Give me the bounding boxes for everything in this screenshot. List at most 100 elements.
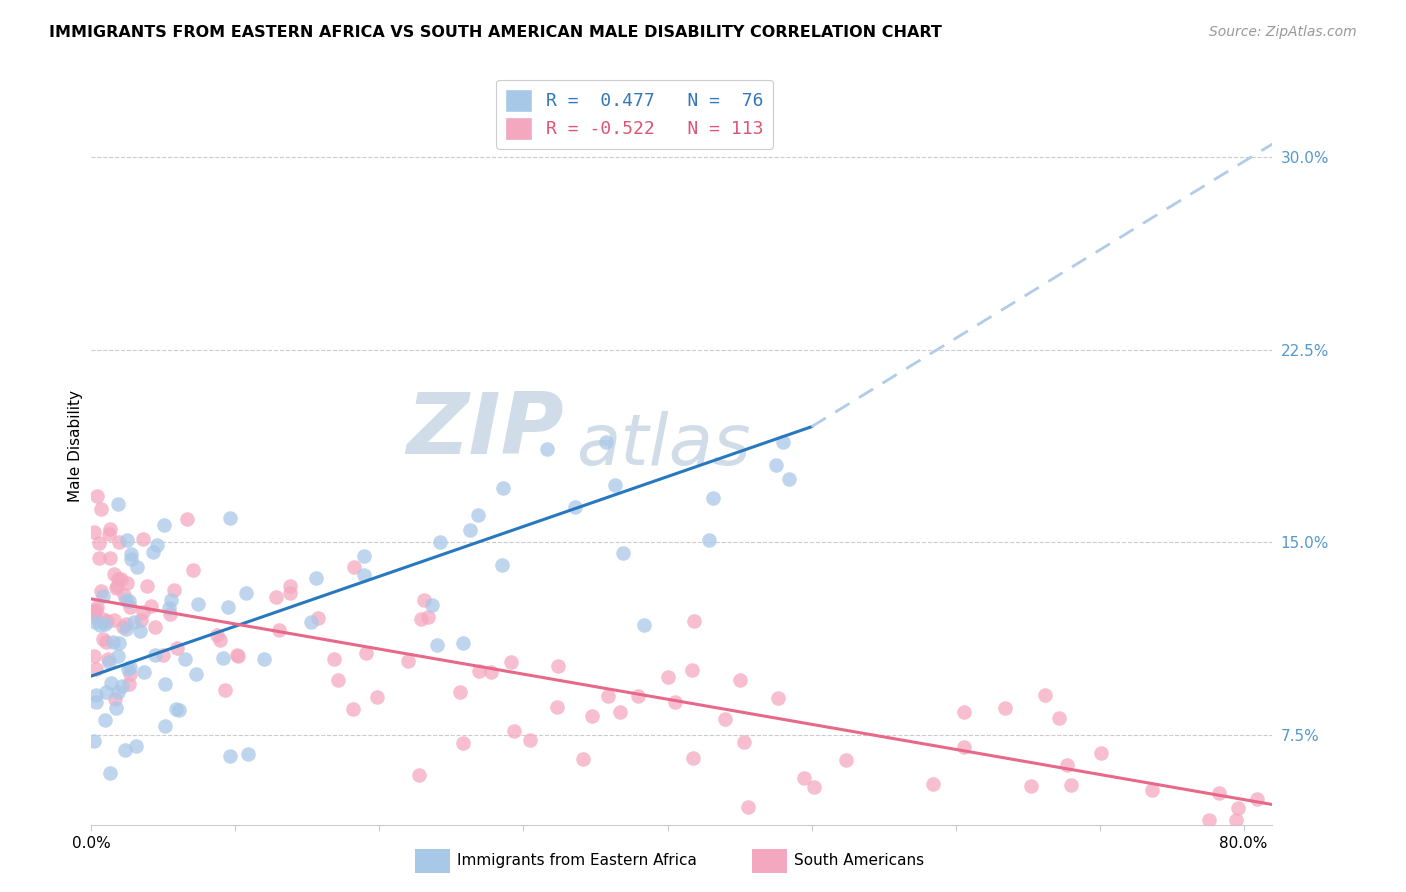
Point — [107, 684, 129, 698]
Point — [1227, 800, 1250, 814]
Point — [107, 578, 129, 592]
FancyBboxPatch shape — [415, 849, 450, 873]
Point — [451, 736, 474, 750]
Point — [342, 560, 364, 574]
Point — [353, 568, 375, 582]
Point — [108, 635, 131, 649]
Point — [733, 735, 755, 749]
Point — [226, 648, 249, 662]
Point — [115, 622, 138, 636]
Text: IMMIGRANTS FROM EASTERN AFRICA VS SOUTH AMERICAN MALE DISABILITY CORRELATION CHA: IMMIGRANTS FROM EASTERN AFRICA VS SOUTH … — [49, 25, 942, 40]
Point — [83, 649, 105, 664]
Point — [737, 800, 759, 814]
Point — [366, 690, 388, 705]
Point — [1090, 747, 1112, 761]
Point — [94, 635, 117, 649]
Point — [112, 588, 135, 602]
Point — [633, 618, 655, 632]
Point — [84, 603, 107, 617]
Point — [127, 559, 149, 574]
Point — [110, 572, 132, 586]
Point — [450, 685, 472, 699]
Point — [953, 705, 976, 719]
Point — [214, 683, 236, 698]
Point — [132, 605, 155, 619]
Point — [135, 579, 157, 593]
Point — [159, 607, 181, 621]
Point — [420, 598, 443, 612]
Point — [952, 739, 974, 754]
Point — [426, 638, 449, 652]
Point — [226, 648, 249, 663]
Point — [396, 654, 419, 668]
Point — [253, 652, 276, 666]
Point — [681, 663, 703, 677]
Point — [84, 662, 107, 676]
Point — [697, 533, 720, 547]
Point — [714, 712, 737, 726]
Point — [129, 624, 152, 638]
Point — [122, 615, 145, 629]
Point — [129, 613, 152, 627]
Legend: R =  0.477   N =  76, R = -0.522   N = 113: R = 0.477 N = 76, R = -0.522 N = 113 — [496, 79, 773, 148]
Point — [120, 551, 142, 566]
Point — [83, 610, 105, 624]
Point — [994, 701, 1017, 715]
Point — [181, 563, 204, 577]
Point — [429, 535, 451, 549]
Point — [1142, 783, 1164, 797]
Point — [143, 620, 166, 634]
Point — [627, 689, 650, 703]
Point — [125, 739, 148, 753]
Point — [91, 632, 114, 646]
Point — [1056, 757, 1078, 772]
Point — [165, 702, 187, 716]
Point — [98, 766, 121, 780]
Text: Source: ZipAtlas.com: Source: ZipAtlas.com — [1209, 25, 1357, 39]
Point — [96, 614, 118, 628]
Point — [409, 612, 432, 626]
Point — [571, 752, 593, 766]
Point — [84, 615, 107, 629]
Point — [103, 613, 125, 627]
Point — [412, 592, 434, 607]
Point — [155, 719, 177, 733]
Point — [120, 667, 142, 681]
Point — [83, 605, 105, 619]
Point — [307, 610, 329, 624]
Point — [160, 592, 183, 607]
Point — [115, 592, 138, 607]
Point — [603, 478, 626, 492]
Point — [416, 609, 439, 624]
Point — [120, 659, 142, 673]
Point — [328, 673, 350, 688]
Point — [117, 662, 139, 676]
FancyBboxPatch shape — [752, 849, 787, 873]
Point — [479, 665, 502, 679]
Point — [492, 481, 515, 495]
Point — [93, 713, 115, 727]
Point — [657, 670, 679, 684]
Point — [120, 600, 142, 615]
Text: atlas: atlas — [575, 411, 751, 481]
Point — [152, 648, 174, 663]
Point — [96, 685, 118, 699]
Point — [208, 632, 231, 647]
Point — [98, 523, 121, 537]
Point — [118, 593, 141, 607]
Point — [90, 583, 112, 598]
Point — [98, 526, 121, 541]
Point — [467, 508, 489, 523]
Point — [468, 664, 491, 678]
Text: South Americans: South Americans — [794, 854, 925, 869]
Point — [1246, 792, 1268, 806]
Point — [105, 701, 128, 715]
Point — [87, 551, 110, 566]
Point — [499, 655, 522, 669]
Point — [547, 659, 569, 673]
Point — [132, 532, 155, 546]
Point — [609, 705, 631, 719]
Point — [98, 550, 121, 565]
Point — [766, 691, 789, 706]
Point — [1019, 779, 1042, 793]
